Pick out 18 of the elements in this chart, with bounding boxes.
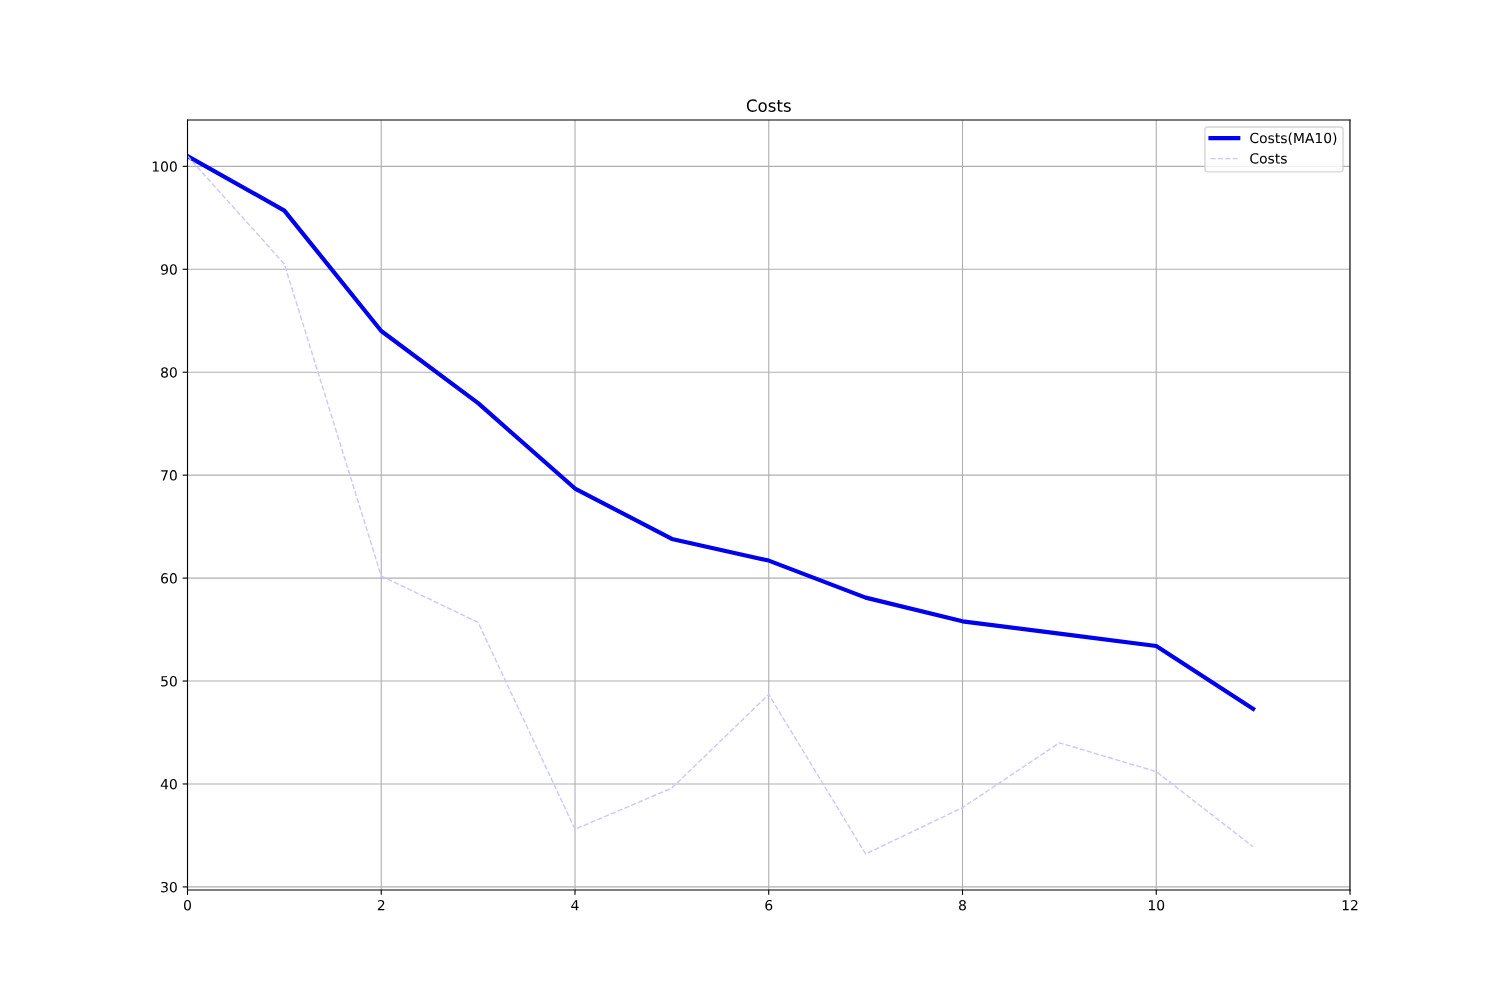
x-tick-label: 12: [1342, 899, 1358, 911]
x-tick-label: 0: [184, 899, 191, 911]
y-tick-label: 80: [161, 367, 177, 378]
y-tick-label: 50: [161, 676, 177, 687]
y-tick-label: 60: [161, 573, 177, 584]
y-tick-label: 70: [161, 470, 177, 481]
x-tick-label: 6: [765, 899, 773, 911]
legend-label: Costs(MA10): [1250, 132, 1337, 145]
x-tick-label: 8: [959, 899, 966, 911]
y-tick-label: 90: [160, 264, 177, 275]
y-tick-label: 40: [160, 778, 177, 790]
y-tick-label: 30: [161, 881, 177, 893]
x-tick-label: 2: [377, 899, 385, 911]
x-tick-label: 10: [1148, 899, 1165, 911]
chart-title: Costs: [746, 99, 791, 112]
x-tick-label: 4: [571, 900, 579, 911]
legend-label: Costs: [1250, 153, 1287, 164]
y-tick-label: 100: [152, 161, 177, 172]
